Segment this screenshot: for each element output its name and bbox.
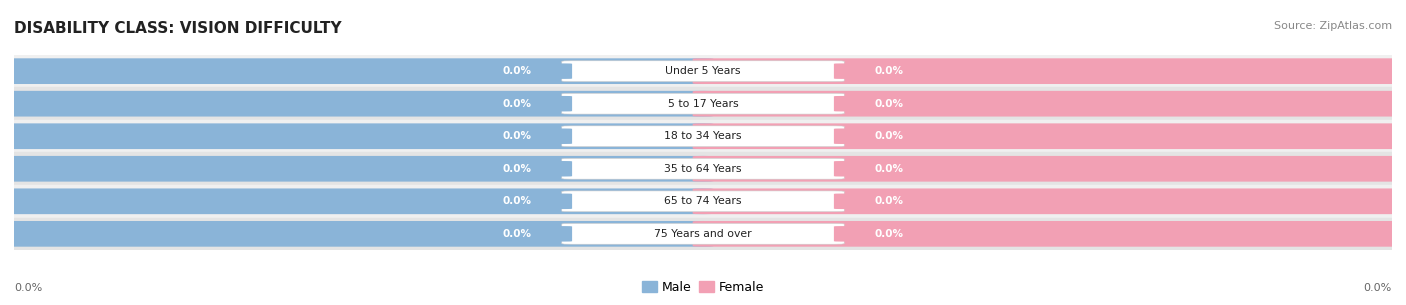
Text: 18 to 34 Years: 18 to 34 Years — [664, 131, 742, 141]
Text: 5 to 17 Years: 5 to 17 Years — [668, 99, 738, 109]
FancyBboxPatch shape — [693, 156, 1402, 181]
Text: 65 to 74 Years: 65 to 74 Years — [664, 196, 742, 206]
FancyBboxPatch shape — [834, 96, 945, 111]
Text: 35 to 64 Years: 35 to 64 Years — [664, 164, 742, 174]
FancyBboxPatch shape — [4, 91, 713, 117]
FancyBboxPatch shape — [562, 126, 844, 147]
Bar — [14, 120, 1392, 152]
FancyBboxPatch shape — [562, 191, 844, 212]
Text: 0.0%: 0.0% — [875, 196, 904, 206]
FancyBboxPatch shape — [4, 58, 713, 84]
Text: 75 Years and over: 75 Years and over — [654, 229, 752, 239]
Text: 0.0%: 0.0% — [502, 196, 531, 206]
FancyBboxPatch shape — [562, 224, 844, 244]
FancyBboxPatch shape — [562, 93, 844, 114]
FancyBboxPatch shape — [562, 61, 844, 81]
Bar — [14, 152, 1392, 185]
FancyBboxPatch shape — [4, 188, 713, 214]
Legend: Male, Female: Male, Female — [637, 275, 769, 299]
Text: 0.0%: 0.0% — [875, 66, 904, 76]
Text: DISABILITY CLASS: VISION DIFFICULTY: DISABILITY CLASS: VISION DIFFICULTY — [14, 21, 342, 36]
FancyBboxPatch shape — [4, 124, 713, 149]
FancyBboxPatch shape — [4, 156, 713, 181]
FancyBboxPatch shape — [834, 128, 945, 144]
Text: 0.0%: 0.0% — [875, 164, 904, 174]
FancyBboxPatch shape — [461, 128, 572, 144]
FancyBboxPatch shape — [461, 96, 572, 111]
FancyBboxPatch shape — [461, 194, 572, 209]
Text: Source: ZipAtlas.com: Source: ZipAtlas.com — [1274, 21, 1392, 31]
FancyBboxPatch shape — [834, 63, 945, 79]
FancyBboxPatch shape — [693, 221, 1402, 247]
Text: 0.0%: 0.0% — [502, 99, 531, 109]
FancyBboxPatch shape — [693, 91, 1402, 117]
FancyBboxPatch shape — [562, 158, 844, 179]
Text: 0.0%: 0.0% — [14, 283, 42, 293]
FancyBboxPatch shape — [693, 58, 1402, 84]
FancyBboxPatch shape — [461, 226, 572, 242]
FancyBboxPatch shape — [834, 161, 945, 177]
FancyBboxPatch shape — [4, 221, 713, 247]
Text: 0.0%: 0.0% — [502, 66, 531, 76]
Text: Under 5 Years: Under 5 Years — [665, 66, 741, 76]
Text: 0.0%: 0.0% — [502, 131, 531, 141]
FancyBboxPatch shape — [693, 124, 1402, 149]
Text: 0.0%: 0.0% — [502, 164, 531, 174]
Bar — [14, 55, 1392, 88]
FancyBboxPatch shape — [693, 188, 1402, 214]
FancyBboxPatch shape — [834, 194, 945, 209]
Bar — [14, 217, 1392, 250]
Text: 0.0%: 0.0% — [875, 131, 904, 141]
FancyBboxPatch shape — [834, 226, 945, 242]
Text: 0.0%: 0.0% — [875, 229, 904, 239]
Bar — [14, 185, 1392, 217]
FancyBboxPatch shape — [461, 63, 572, 79]
Text: 0.0%: 0.0% — [502, 229, 531, 239]
Text: 0.0%: 0.0% — [1364, 283, 1392, 293]
FancyBboxPatch shape — [461, 161, 572, 177]
Text: 0.0%: 0.0% — [875, 99, 904, 109]
Bar — [14, 88, 1392, 120]
